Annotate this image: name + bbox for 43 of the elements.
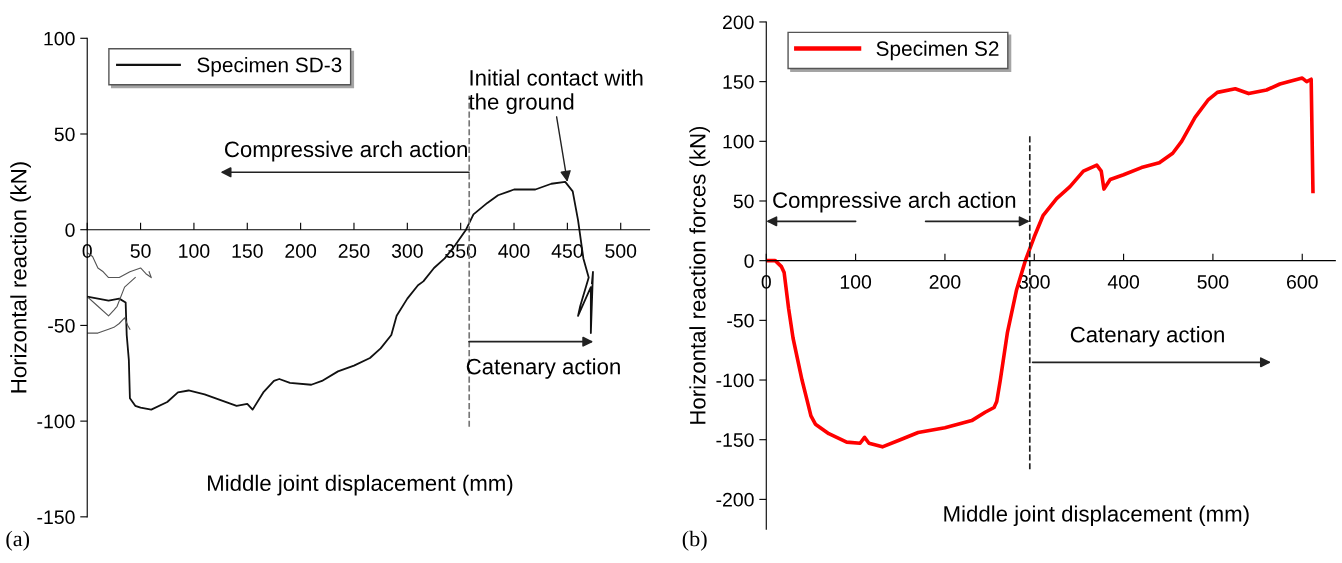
line-series [87, 317, 131, 334]
annotation: Initial contact with the ground [468, 69, 643, 115]
y-tick-label: -100 [716, 373, 754, 388]
y-tick-label: -50 [48, 318, 75, 333]
y-tick-label: -100 [37, 414, 75, 429]
y-tick-label: 100 [723, 134, 754, 149]
x-tick-label: 200 [285, 244, 317, 258]
x-tick-label: 50 [130, 244, 151, 258]
y-tick-label: -200 [716, 492, 754, 507]
x-tick-label: 300 [391, 244, 423, 258]
x-tick-label: 250 [338, 244, 370, 258]
y-axis-title: Horizontal reaction forces (kN) [689, 126, 710, 424]
y-tick-label: 150 [723, 75, 754, 89]
y-tick-label: 50 [54, 127, 75, 142]
y-tick-label: 50 [733, 194, 754, 209]
x-tick-label: 150 [232, 244, 263, 258]
y-tick-label: -150 [716, 433, 754, 447]
y-tick-label: 0 [65, 223, 75, 237]
x-tick-label: 500 [1197, 275, 1229, 289]
annotation: Catenary action [466, 358, 620, 379]
x-tick-label: 200 [929, 275, 961, 289]
y-tick-label: -150 [37, 510, 75, 525]
y-tick-label: 200 [723, 15, 754, 30]
annotation: Compressive arch action [773, 191, 1016, 213]
text: (b) [682, 530, 707, 551]
annotation: Compressive arch action [225, 140, 467, 162]
legend-label: Specimen S2 [876, 40, 999, 61]
y-tick-label: -50 [727, 313, 754, 328]
x-tick-label: 100 [179, 244, 210, 258]
annotation: Catenary action [1070, 326, 1224, 347]
x-tick-label: 100 [840, 275, 872, 289]
x-tick-label: 600 [1287, 275, 1318, 289]
legend-label: Specimen SD-3 [197, 57, 342, 77]
y-axis-title: Horizontal reaction (kN) [10, 162, 31, 393]
x-tick-label: 400 [1107, 275, 1140, 289]
x-axis-title: Middle joint displacement (mm) [208, 474, 513, 496]
x-axis-title: Middle joint displacement (mm) [944, 505, 1249, 527]
text: (a) [6, 530, 30, 551]
x-tick-label: 500 [605, 244, 637, 258]
y-tick-label: 0 [744, 254, 754, 268]
line-series [87, 277, 136, 317]
x-tick-label: 400 [498, 244, 530, 258]
y-tick-label: 100 [44, 31, 75, 46]
